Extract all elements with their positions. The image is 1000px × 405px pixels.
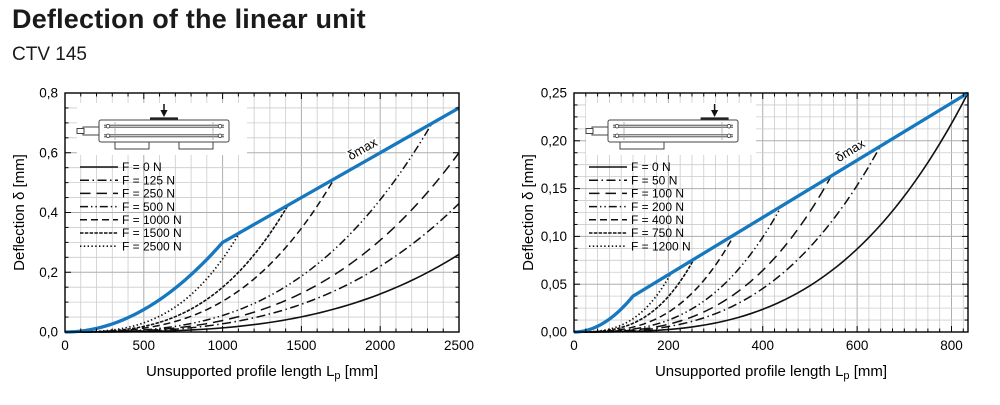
unit-body	[98, 119, 230, 143]
axis-ticks	[574, 93, 968, 332]
legend-item: F = 2500 N	[80, 239, 182, 253]
linear-unit-schematic-both-supports	[76, 103, 247, 155]
legend-item: F = 500 N	[80, 200, 175, 214]
legend-label: F = 1200 N	[631, 239, 691, 253]
y-axis-title: Deflection δ [mm]	[11, 154, 28, 271]
legend-item: F = 400 N	[589, 213, 684, 227]
x-tick-label: 0	[570, 338, 578, 353]
y-tick-label: 0,25	[541, 86, 567, 101]
fastener-dot	[726, 133, 732, 138]
legend-item: F = 50 N	[589, 173, 677, 187]
series-curve-200N	[574, 205, 783, 333]
legend-item: F = 125 N	[80, 173, 175, 187]
legend-item: F = 100 N	[589, 187, 684, 201]
y-tick-label: 0,00	[541, 325, 567, 340]
y-tick-label: 0,6	[39, 145, 58, 160]
x-tick-label: 800	[940, 338, 963, 353]
fastener-dot	[105, 124, 111, 129]
x-tick-label: 600	[846, 338, 869, 353]
x-tick-label: 500	[133, 338, 156, 353]
y-tick-label: 0,10	[541, 229, 567, 244]
x-tick-label: 400	[751, 338, 774, 353]
chart-canvas-left: F = 0 NF = 125 NF = 250 NF = 500 NF = 10…	[11, 86, 474, 382]
dmax-label: δmax	[833, 135, 868, 165]
x-tick-label: 1000	[208, 338, 238, 353]
page-subtitle: CTV 145	[12, 44, 87, 65]
legend: F = 0 NF = 125 NF = 250 NF = 500 NF = 10…	[80, 160, 182, 253]
shaft-tip	[76, 128, 85, 134]
legend-item: F = 1000 N	[80, 213, 182, 227]
legend-label: F = 2500 N	[122, 239, 182, 253]
x-axis-title: Unsupported profile length Lp [mm]	[655, 363, 887, 382]
x-tick-label: 0	[61, 338, 69, 353]
y-tick-label: 0,15	[541, 181, 567, 196]
fastener-dot	[726, 124, 732, 129]
x-axis-title: Unsupported profile length Lp [mm]	[146, 363, 378, 382]
legend-item: F = 0 N	[589, 160, 671, 174]
series-curve-0N	[574, 92, 969, 333]
force-arrow-head	[160, 110, 168, 117]
unit-body	[607, 119, 739, 143]
fastener-dot	[614, 133, 620, 138]
legend-item: F = 0 N	[80, 160, 162, 174]
y-tick-label: 0,0	[39, 325, 58, 340]
legend-label: F = 200 N	[631, 200, 684, 214]
chart-canvas-right: F = 0 NF = 50 NF = 100 NF = 200 NF = 400…	[520, 86, 969, 382]
legend-label: F = 125 N	[122, 173, 175, 187]
shaft-stub	[591, 126, 609, 136]
legend-item: F = 250 N	[80, 187, 175, 201]
legend-label: F = 1500 N	[122, 226, 182, 240]
shaft-stub	[82, 126, 100, 136]
legend-item: F = 1500 N	[80, 226, 182, 240]
legend: F = 0 NF = 50 NF = 100 NF = 200 NF = 400…	[589, 160, 691, 253]
legend-label: F = 0 N	[122, 160, 162, 174]
y-tick-label: 0,8	[39, 86, 58, 101]
page-title: Deflection of the linear unit	[12, 4, 366, 34]
dmax-curve	[573, 91, 969, 334]
y-tick-label: 0,20	[541, 133, 567, 148]
legend-label: F = 500 N	[122, 200, 175, 214]
legend-label: F = 50 N	[631, 173, 677, 187]
y-tick-label: 0,2	[39, 265, 58, 280]
legend-item: F = 1200 N	[589, 239, 691, 253]
y-tick-label: 0,4	[39, 205, 58, 220]
y-axis-title: Deflection δ [mm]	[520, 154, 537, 271]
legend-label: F = 400 N	[631, 213, 684, 227]
fastener-dot	[217, 124, 223, 129]
legend-label: F = 100 N	[631, 187, 684, 201]
x-tick-label: 1500	[286, 338, 316, 353]
axis-ticks	[65, 93, 459, 332]
dmax-label: δmax	[345, 134, 380, 163]
linear-unit-schematic-cantilever	[585, 103, 756, 155]
legend-label: F = 0 N	[631, 160, 671, 174]
legend-label: F = 750 N	[631, 226, 684, 240]
series-curve-2500N	[65, 232, 240, 333]
x-tick-label: 2000	[365, 338, 395, 353]
x-tick-label: 2500	[444, 338, 474, 353]
fastener-dot	[105, 133, 111, 138]
series-curve-500N	[65, 122, 433, 333]
legend-item: F = 750 N	[589, 226, 684, 240]
legend-label: F = 250 N	[122, 187, 175, 201]
dmax-curve	[64, 106, 460, 334]
shaft-tip	[585, 128, 594, 134]
legend-label: F = 1000 N	[122, 213, 182, 227]
legend-item: F = 200 N	[589, 200, 684, 214]
series-curve-250N	[65, 152, 460, 333]
x-tick-label: 200	[657, 338, 680, 353]
fastener-dot	[614, 124, 620, 129]
force-arrow-head	[711, 110, 719, 117]
y-tick-label: 0,05	[541, 277, 567, 292]
fastener-dot	[217, 133, 223, 138]
